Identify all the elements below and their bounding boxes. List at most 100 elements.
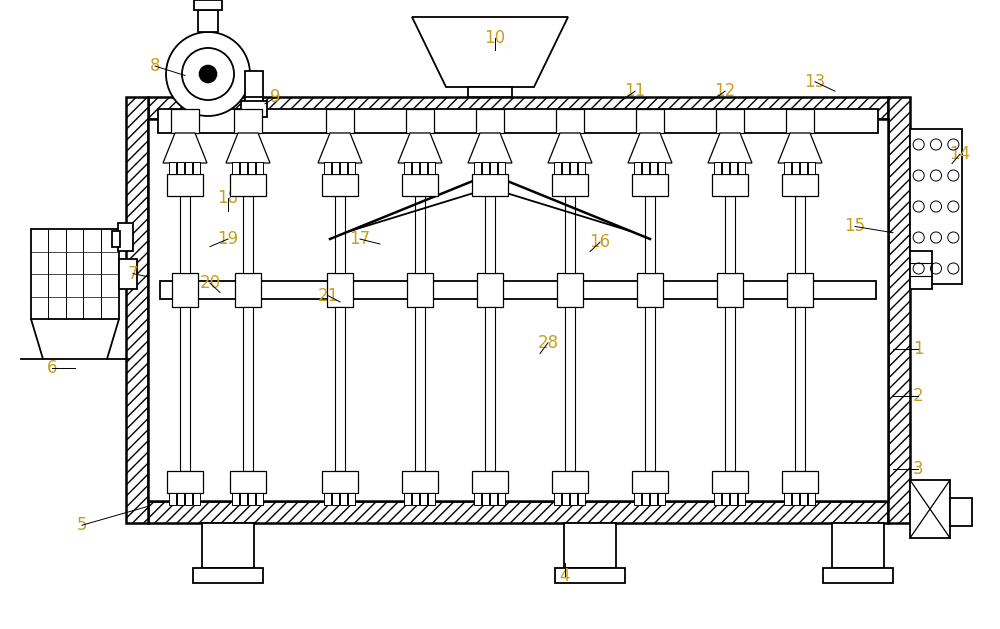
Bar xyxy=(658,162,665,174)
Bar xyxy=(232,162,239,174)
Text: 15: 15 xyxy=(844,218,866,235)
Text: 19: 19 xyxy=(217,230,239,248)
Bar xyxy=(240,162,247,174)
Bar xyxy=(722,493,729,505)
Bar xyxy=(556,109,584,133)
Bar xyxy=(565,196,575,273)
Bar xyxy=(490,162,497,174)
Bar xyxy=(167,174,203,196)
Bar xyxy=(148,119,888,501)
Bar xyxy=(118,223,133,251)
Bar xyxy=(332,162,339,174)
Bar xyxy=(193,162,200,174)
Bar xyxy=(738,162,745,174)
Text: 21: 21 xyxy=(317,287,339,304)
Bar xyxy=(169,493,176,505)
Text: 9: 9 xyxy=(270,89,280,106)
Bar xyxy=(650,162,657,174)
Bar xyxy=(243,196,253,273)
Bar xyxy=(158,109,878,133)
Bar xyxy=(795,307,805,471)
Bar xyxy=(730,162,737,174)
Bar xyxy=(402,174,438,196)
Bar xyxy=(725,196,735,273)
Bar xyxy=(112,231,120,247)
Bar xyxy=(245,71,263,116)
Text: 5: 5 xyxy=(77,516,87,534)
Text: 2: 2 xyxy=(913,387,923,405)
Bar xyxy=(193,568,263,583)
Text: 4: 4 xyxy=(560,567,570,584)
Bar xyxy=(714,162,721,174)
Bar xyxy=(632,471,668,493)
Bar xyxy=(910,251,932,289)
Polygon shape xyxy=(468,133,512,163)
Bar xyxy=(784,162,791,174)
Bar xyxy=(335,307,345,471)
Bar xyxy=(714,493,721,505)
Bar xyxy=(482,162,489,174)
Bar xyxy=(148,501,888,523)
Bar xyxy=(645,196,655,273)
Bar xyxy=(485,307,495,471)
Bar xyxy=(562,493,569,505)
Bar xyxy=(245,97,263,116)
Bar xyxy=(340,162,347,174)
Bar xyxy=(335,196,345,273)
Bar xyxy=(420,493,427,505)
Bar xyxy=(412,493,419,505)
Bar xyxy=(185,493,192,505)
Circle shape xyxy=(166,32,250,116)
Polygon shape xyxy=(628,133,672,163)
Bar xyxy=(194,0,222,10)
Polygon shape xyxy=(226,133,270,163)
Bar xyxy=(322,471,358,493)
Bar xyxy=(148,97,888,119)
Bar xyxy=(800,493,807,505)
Bar xyxy=(415,196,425,273)
Bar xyxy=(552,174,588,196)
Bar xyxy=(198,10,218,32)
Bar xyxy=(784,493,791,505)
Bar xyxy=(490,493,497,505)
Bar xyxy=(722,162,729,174)
Bar xyxy=(800,162,807,174)
Bar xyxy=(256,162,263,174)
Bar xyxy=(31,229,119,319)
Polygon shape xyxy=(778,133,822,163)
Bar xyxy=(472,174,508,196)
Bar xyxy=(241,101,267,117)
Bar xyxy=(565,307,575,471)
Bar xyxy=(712,174,748,196)
Text: 6: 6 xyxy=(47,359,57,377)
Bar xyxy=(634,493,641,505)
Bar xyxy=(232,493,239,505)
Bar xyxy=(326,109,354,133)
Bar xyxy=(555,568,625,583)
Bar xyxy=(402,471,438,493)
Text: 3: 3 xyxy=(913,460,923,477)
Bar xyxy=(327,273,353,307)
Bar xyxy=(240,493,247,505)
Bar xyxy=(787,273,813,307)
Text: 16: 16 xyxy=(589,233,611,251)
Polygon shape xyxy=(412,17,568,87)
Bar xyxy=(634,162,641,174)
Bar xyxy=(578,493,585,505)
Bar xyxy=(230,471,266,493)
Bar xyxy=(348,162,355,174)
Bar xyxy=(910,129,962,284)
Bar xyxy=(910,480,950,538)
Bar xyxy=(950,498,972,526)
Bar xyxy=(476,109,504,133)
Bar xyxy=(474,162,481,174)
Bar xyxy=(636,109,664,133)
Text: 14: 14 xyxy=(949,145,971,163)
Bar xyxy=(169,162,176,174)
Bar xyxy=(428,493,435,505)
Text: 18: 18 xyxy=(217,189,239,207)
Bar xyxy=(554,493,561,505)
Polygon shape xyxy=(548,133,592,163)
Bar xyxy=(725,307,735,471)
Text: 7: 7 xyxy=(128,265,138,282)
